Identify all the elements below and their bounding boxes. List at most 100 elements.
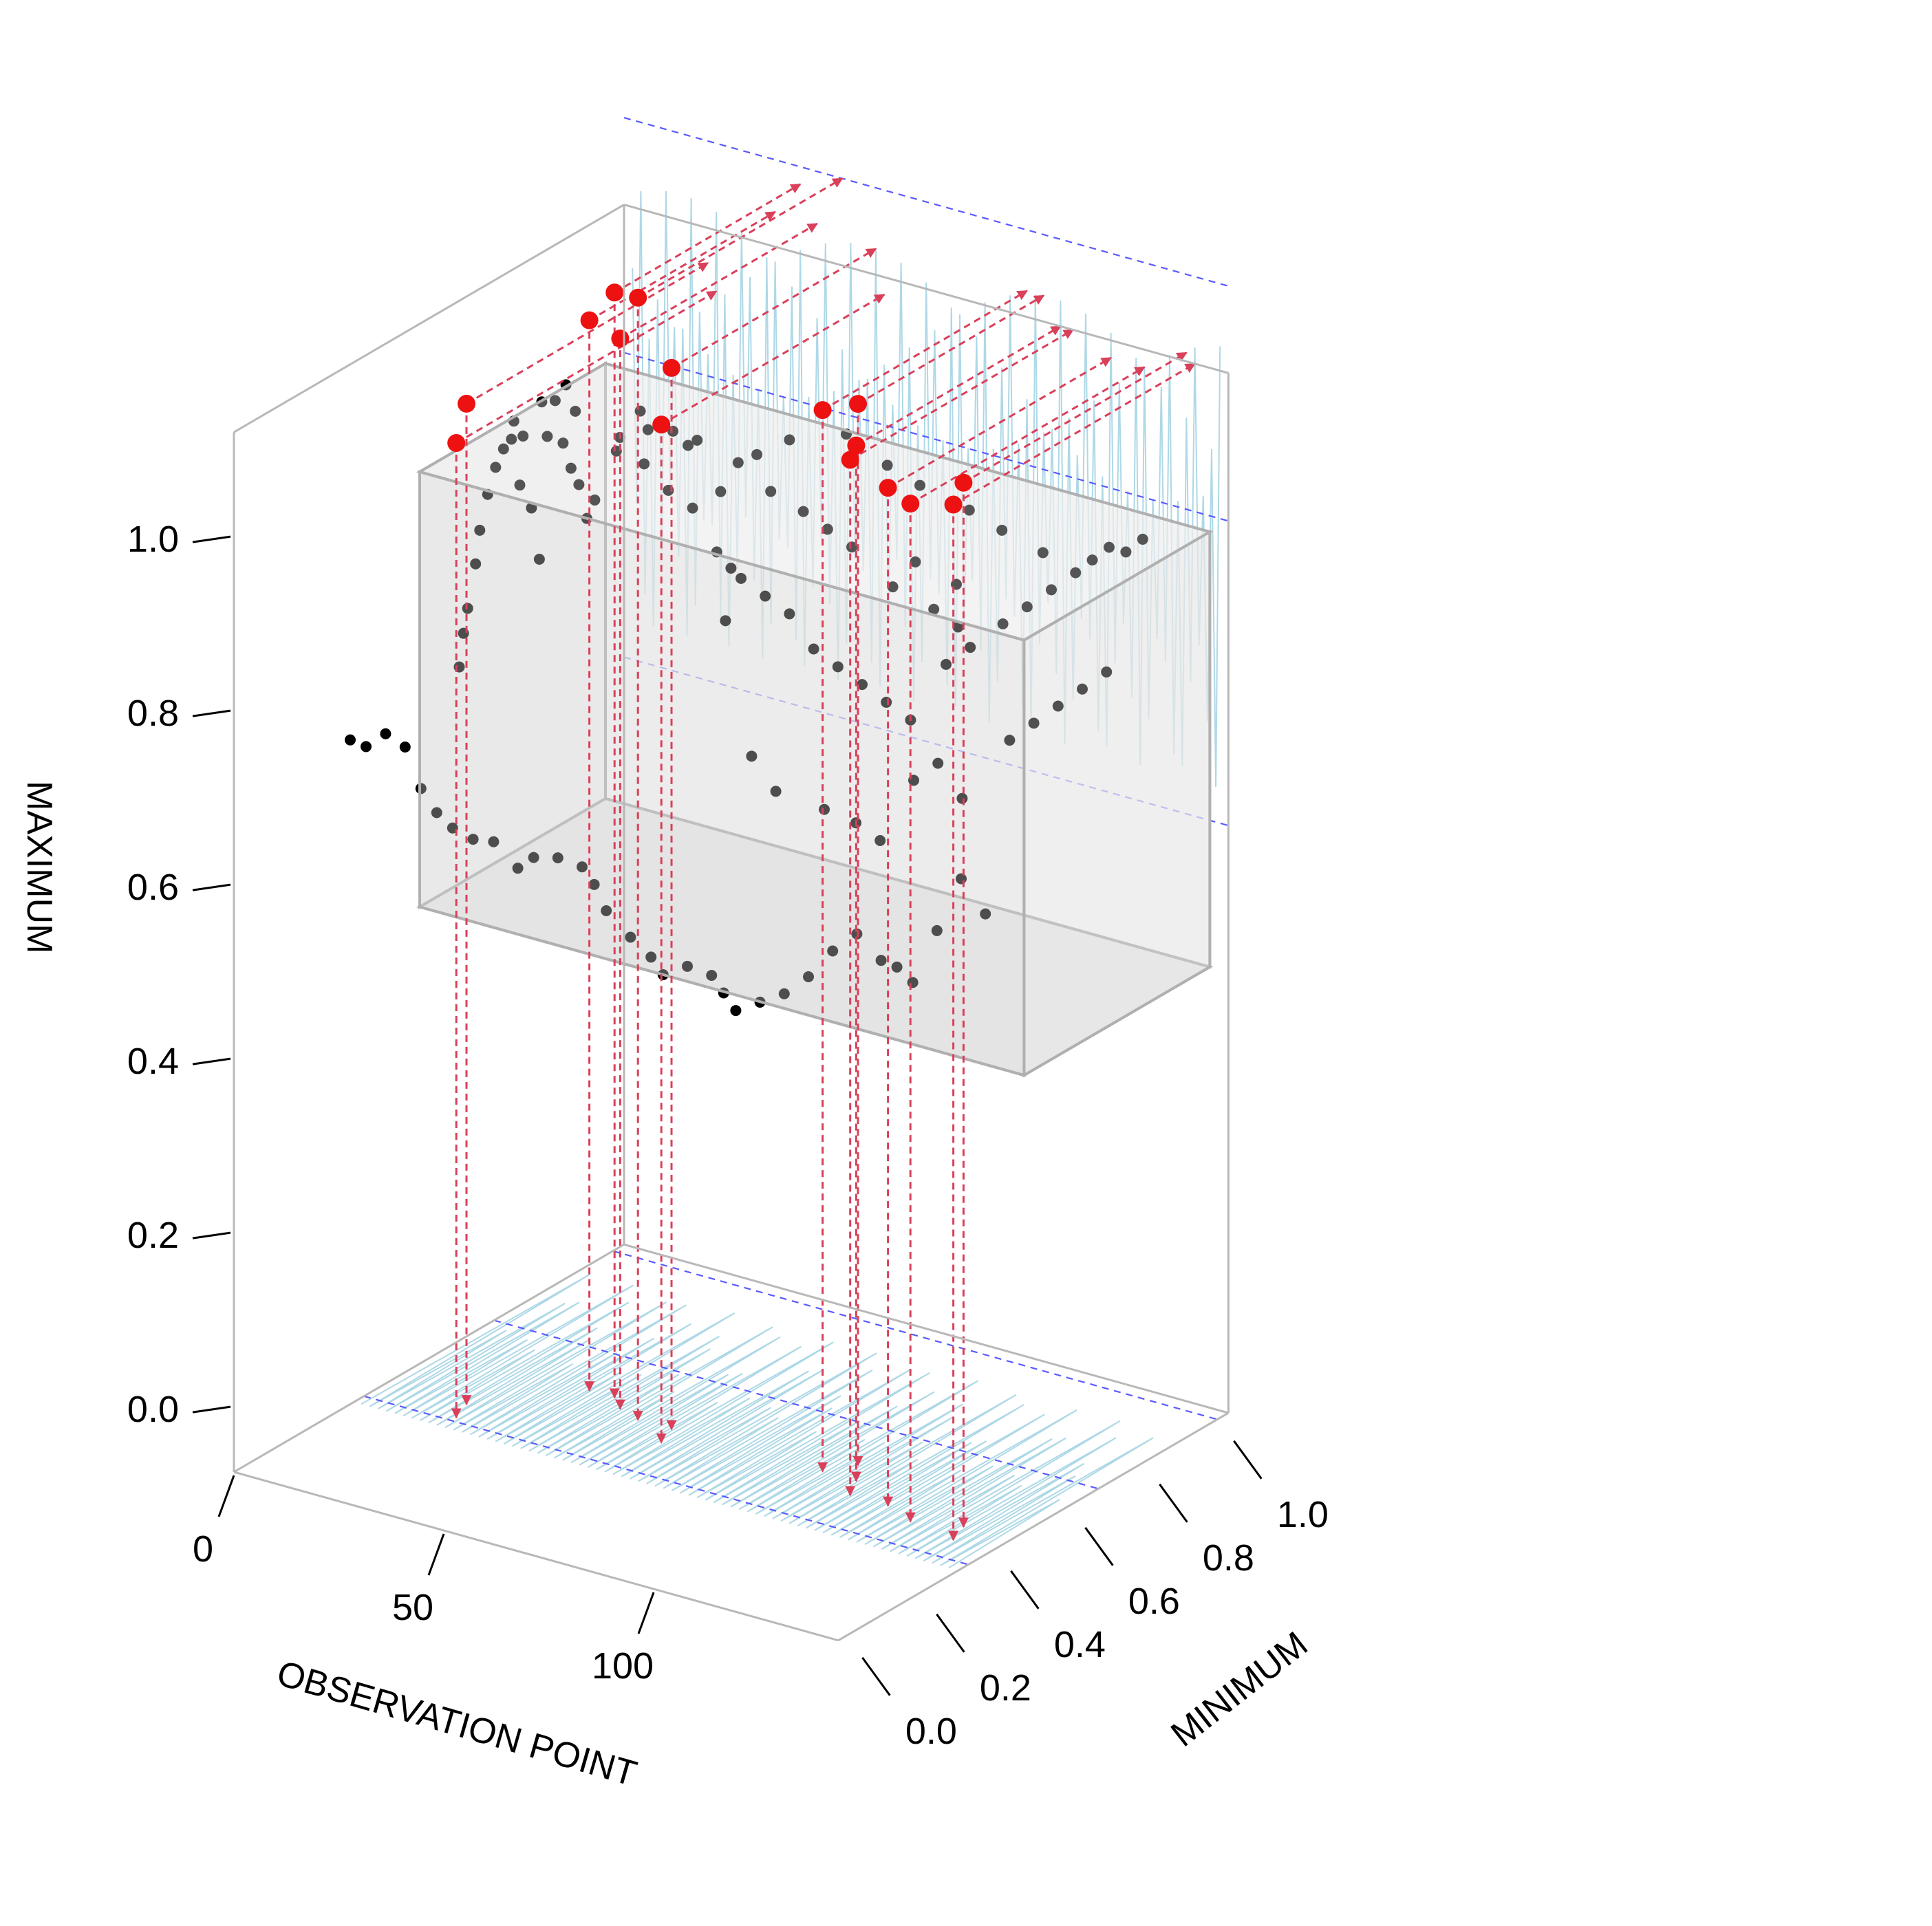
data-point <box>751 448 762 460</box>
box-right-face <box>1022 529 1212 1078</box>
outlier-back-arrow <box>952 363 1196 506</box>
data-point <box>541 431 553 442</box>
data-point <box>1137 533 1148 545</box>
x-tick-label: 100 <box>592 1645 654 1687</box>
data-point <box>589 494 601 506</box>
data-point <box>1021 601 1033 613</box>
outlier-point <box>944 495 963 514</box>
outlier-point <box>605 283 624 302</box>
data-point <box>725 563 737 574</box>
y-tick-label: 0.2 <box>980 1667 1031 1709</box>
data-point <box>846 541 857 553</box>
outlier-back-arrow <box>849 329 1074 461</box>
z-tick-label: 1.0 <box>127 519 179 560</box>
data-point <box>549 395 561 407</box>
data-point <box>736 572 747 584</box>
outlier-back-arrow <box>619 222 818 340</box>
data-point <box>851 928 863 940</box>
data-point <box>557 437 569 449</box>
z-axis-title: MAXIMUM <box>19 781 59 953</box>
data-point <box>1046 584 1057 596</box>
outlier-point <box>663 358 680 377</box>
data-point <box>552 852 564 864</box>
data-point <box>577 861 588 873</box>
outlier-point <box>849 395 867 413</box>
data-point <box>887 581 899 593</box>
outlier-back-arrow <box>963 351 1188 484</box>
data-point <box>857 679 868 691</box>
data-point <box>706 969 718 981</box>
data-point <box>601 905 612 917</box>
outlier-back-arrow <box>822 290 1028 411</box>
data-point <box>625 931 636 943</box>
data-point <box>490 462 502 473</box>
outlier-point <box>813 401 832 420</box>
data-point <box>732 457 744 468</box>
data-point <box>533 553 545 565</box>
data-point <box>746 750 758 762</box>
data-point <box>642 424 654 435</box>
outlier-point <box>447 434 466 453</box>
data-point <box>720 615 731 627</box>
frame-edge <box>623 204 1229 374</box>
data-point <box>822 523 833 535</box>
data-point <box>760 590 771 602</box>
floor-reference-line <box>612 1250 1218 1420</box>
floor-min-series-line <box>361 1273 1154 1569</box>
outlier-point <box>611 329 630 348</box>
scatter-points <box>345 379 1148 1017</box>
y-axis-title: MINIMUM <box>1163 1624 1315 1755</box>
outlier-point <box>652 415 671 434</box>
data-point <box>488 836 500 847</box>
data-point <box>512 863 524 874</box>
data-point <box>875 955 887 966</box>
y-tick-label: 0.8 <box>1203 1537 1254 1579</box>
data-point <box>956 792 968 804</box>
data-point <box>778 988 790 999</box>
frame-edge <box>233 1471 839 1642</box>
data-point <box>881 459 893 471</box>
outlier-back-arrow <box>614 183 802 294</box>
data-point <box>517 430 529 442</box>
data-point <box>931 924 943 936</box>
data-point <box>588 878 600 890</box>
data-point <box>980 908 991 920</box>
plot-frame <box>233 204 1230 1642</box>
z-tick-label: 0.0 <box>127 1389 179 1430</box>
y-tick-mark <box>1084 1526 1114 1566</box>
data-point <box>891 961 903 973</box>
data-point <box>952 621 964 633</box>
floor-reference-line <box>363 1395 969 1566</box>
frame-edge <box>233 1243 625 1473</box>
data-point <box>645 951 657 963</box>
wall-reference-line <box>623 117 1229 287</box>
y-tick-mark <box>1010 1570 1040 1610</box>
data-point <box>682 960 693 972</box>
z-tick-mark <box>192 1405 231 1414</box>
frame-edge <box>233 204 625 433</box>
data-point <box>667 425 678 437</box>
data-point <box>506 433 517 445</box>
wall-reference-line <box>623 351 1229 522</box>
data-point <box>784 608 795 620</box>
x-tick-label: 50 <box>392 1587 433 1628</box>
data-point <box>683 440 694 451</box>
y-tick-mark <box>936 1613 965 1653</box>
data-point <box>467 834 479 845</box>
z-tick-label: 0.2 <box>127 1215 179 1256</box>
data-point <box>474 524 486 536</box>
data-point <box>997 618 1009 630</box>
data-point <box>996 524 1008 536</box>
y-tick-label: 0.4 <box>1054 1624 1106 1665</box>
data-point <box>910 556 921 567</box>
z-tick-label: 0.8 <box>127 693 179 734</box>
outlier-back-arrow <box>910 366 1146 505</box>
outlier-point <box>841 451 859 469</box>
data-point <box>1037 547 1049 559</box>
data-point <box>1104 541 1115 553</box>
outlier-point <box>629 288 647 307</box>
z-tick-mark <box>192 709 231 717</box>
data-point <box>470 558 482 570</box>
data-point <box>573 479 585 490</box>
